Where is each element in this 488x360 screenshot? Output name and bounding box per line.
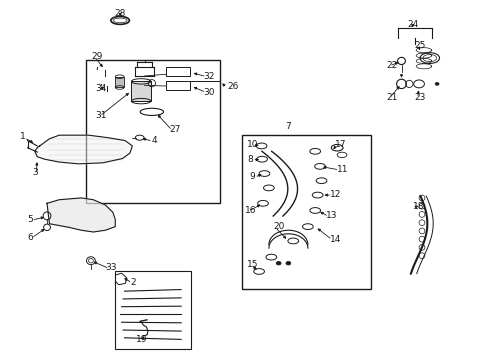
Ellipse shape [276,261,281,265]
Text: 25: 25 [413,41,425,50]
Text: 19: 19 [136,335,147,344]
Bar [131,81,151,101]
Bar [86,60,220,203]
Text: 13: 13 [326,211,337,220]
Text: 20: 20 [273,222,285,231]
Text: 10: 10 [246,140,258,149]
Text: 16: 16 [244,206,256,215]
Bar [166,81,189,90]
Text: 32: 32 [203,72,214,81]
Polygon shape [35,135,132,164]
Text: 15: 15 [246,260,258,269]
Polygon shape [47,198,115,232]
Bar [242,135,370,289]
Text: 22: 22 [385,61,396,70]
Text: 34: 34 [96,84,107,93]
Text: 23: 23 [413,93,425,102]
Text: 33: 33 [105,264,117,273]
Text: 9: 9 [249,172,255,181]
Text: 3: 3 [32,168,38,177]
Text: 8: 8 [246,155,252,164]
Text: 6: 6 [27,233,33,242]
Bar [166,67,189,76]
Text: 26: 26 [227,82,238,91]
Text: 1: 1 [20,132,26,141]
Text: 30: 30 [203,87,214,96]
Ellipse shape [434,82,438,85]
Text: 27: 27 [168,125,180,134]
Text: 4: 4 [152,136,157,145]
Ellipse shape [285,261,290,265]
Text: 12: 12 [329,190,341,199]
Text: 2: 2 [130,278,135,287]
Text: 29: 29 [91,52,102,61]
Text: 7: 7 [285,122,291,131]
Text: 31: 31 [96,111,107,120]
Text: 24: 24 [407,19,418,28]
Bar [115,271,190,348]
Text: 14: 14 [329,235,341,244]
Text: 18: 18 [412,202,424,211]
Text: 11: 11 [336,165,348,174]
Text: 28: 28 [114,9,125,18]
Text: 21: 21 [385,93,396,102]
Text: 5: 5 [27,215,33,224]
Bar [115,77,124,87]
Text: 17: 17 [334,140,346,149]
